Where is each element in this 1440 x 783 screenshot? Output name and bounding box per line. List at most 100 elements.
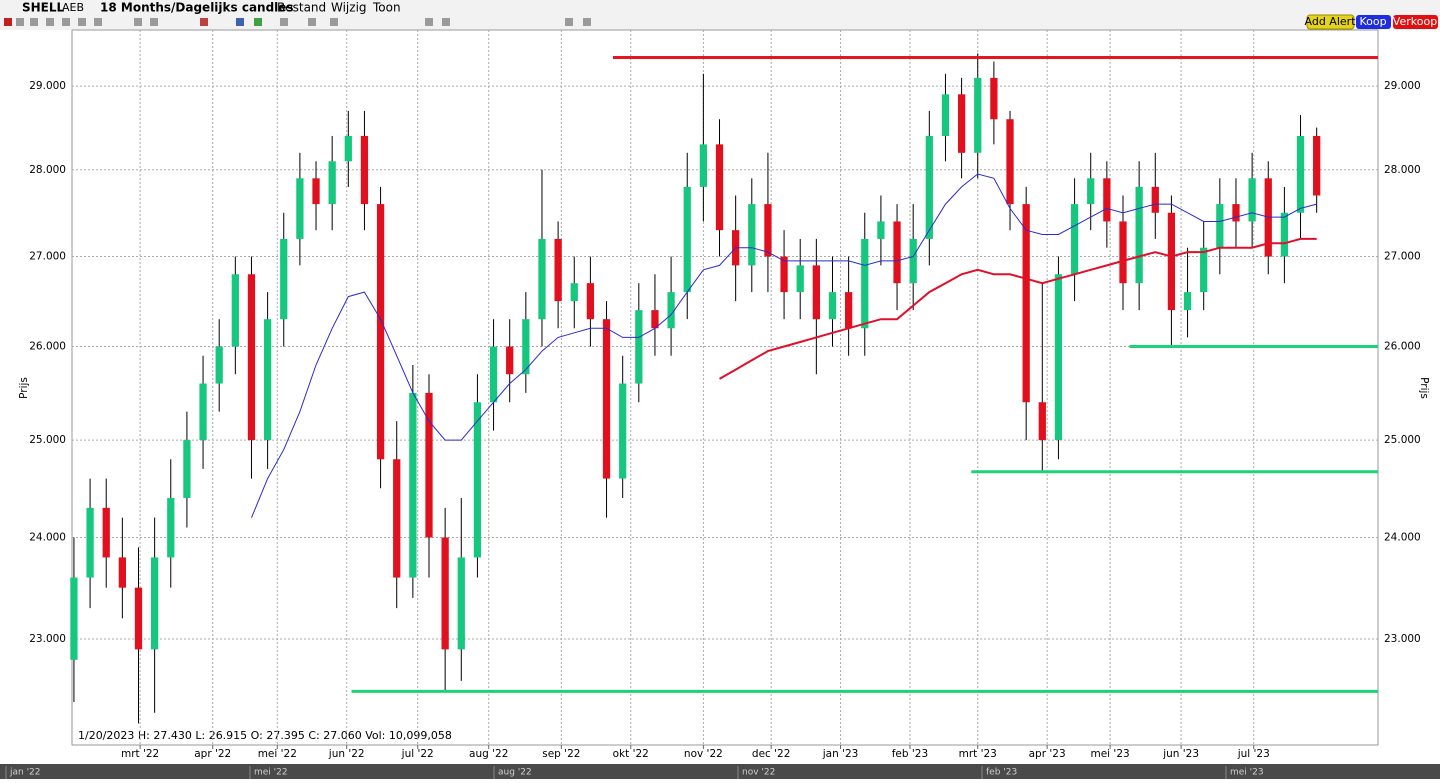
candle-body [215,346,223,384]
candle-body [651,310,659,329]
add-alert-button[interactable] [1306,14,1355,30]
candle-body [957,94,966,153]
x-tick-label: okt '22 [613,748,649,760]
candle-body [1103,178,1111,222]
y-tick-label: 23.000 [29,633,66,645]
exchange[interactable]: AEB [62,1,84,14]
candle-body [199,383,207,441]
x-tick-label: jan '23 [822,748,859,760]
candle-body [70,577,78,660]
navigator[interactable] [0,764,1440,779]
buy-button[interactable] [1356,15,1391,29]
x-tick-label: mei '23 [1090,748,1129,760]
candle-body [280,238,288,320]
y-tick-label-right: 29.000 [1384,80,1421,92]
candle-body [619,383,627,479]
x-tick-label: apr '22 [194,748,231,760]
candle-body [893,221,901,284]
candle-body [570,283,578,302]
candle-body [473,402,482,558]
navigator-label: jan '22 [9,768,41,778]
candle-body [1167,212,1176,311]
candle-body [522,319,530,375]
candle-body [586,283,595,320]
y-tick-label: 27.000 [29,251,66,263]
x-tick-label: jul '23 [1237,748,1270,760]
candle-body [247,274,256,441]
candle-body [86,507,94,578]
candle-body [1200,247,1208,293]
candle-body [425,392,433,538]
y-tick-label-right: 23.000 [1384,633,1421,645]
candle-body [780,256,788,293]
candle-body [457,557,465,650]
x-tick-label: sep '22 [542,748,580,760]
symbol[interactable]: SHELL [22,1,65,15]
x-tick-label: mrt '23 [959,748,997,760]
moving-average [719,237,1317,380]
candle-body [602,319,611,479]
candle-body [263,319,272,441]
candle-body [489,346,498,403]
candle-body [1216,204,1224,248]
add-alert-label[interactable]: Add Alert [1305,15,1357,28]
candle-body [441,537,449,650]
candle-body [1248,178,1256,222]
y-tick-label-right: 25.000 [1384,434,1421,446]
y-tick-label: 29.000 [29,80,66,92]
candle-body [925,135,933,239]
candle-body [376,204,385,460]
candle-body [1119,221,1127,284]
candle-body [1135,186,1143,284]
buy-label[interactable]: Koop [1359,15,1386,28]
y-tick-label-right: 27.000 [1384,251,1421,263]
candle-body [312,178,320,205]
x-tick-label: nov '22 [684,748,723,760]
candle-body [909,238,917,284]
period[interactable]: 18 Months/Dagelijks candles [100,1,294,15]
candle-body [1280,212,1289,257]
sell-button[interactable] [1393,15,1438,29]
navigator-label: feb '23 [986,768,1017,778]
candle-body [1070,204,1079,275]
candle-body [296,178,304,239]
candle-body [231,274,239,347]
candle-body [1054,274,1063,441]
candle-body [1038,402,1046,441]
candle-body [360,135,369,205]
info-line: 1/20/2023 H: 27.430 L: 26.915 O: 27.395 … [78,729,452,742]
navigator-label: aug '22 [498,768,532,778]
candle-body [102,507,110,558]
candle-body [861,238,869,329]
x-tick-label: feb '23 [892,748,928,760]
y-tick-label: 28.000 [29,164,66,176]
candle-body [554,238,562,302]
x-tick-label: apr '23 [1029,748,1066,760]
candle-body [796,265,804,293]
candle-body [344,135,352,162]
toolbar-icons [4,18,591,26]
plot [70,30,1378,745]
plot-frame [71,29,1379,746]
candle-body [167,498,175,558]
candle-body [134,587,143,650]
sell-label[interactable]: Verkoop [1393,15,1437,28]
menu[interactable]: Bestand [277,1,326,15]
candle-body [828,292,837,320]
candle-body [683,186,691,293]
navigator-label: nov '22 [742,768,775,778]
candle-body [506,346,514,375]
candle-body [1296,135,1305,213]
candle-body [635,310,643,384]
candle-body [990,77,998,120]
x-tick-label: jun '23 [1162,748,1199,760]
menu[interactable]: Wijzig [331,1,367,15]
x-tick-label: mei '22 [258,748,297,760]
candle-body [151,557,159,650]
candle-body [1151,186,1159,213]
candle-body [393,459,401,578]
menu[interactable]: Toon [372,1,401,15]
